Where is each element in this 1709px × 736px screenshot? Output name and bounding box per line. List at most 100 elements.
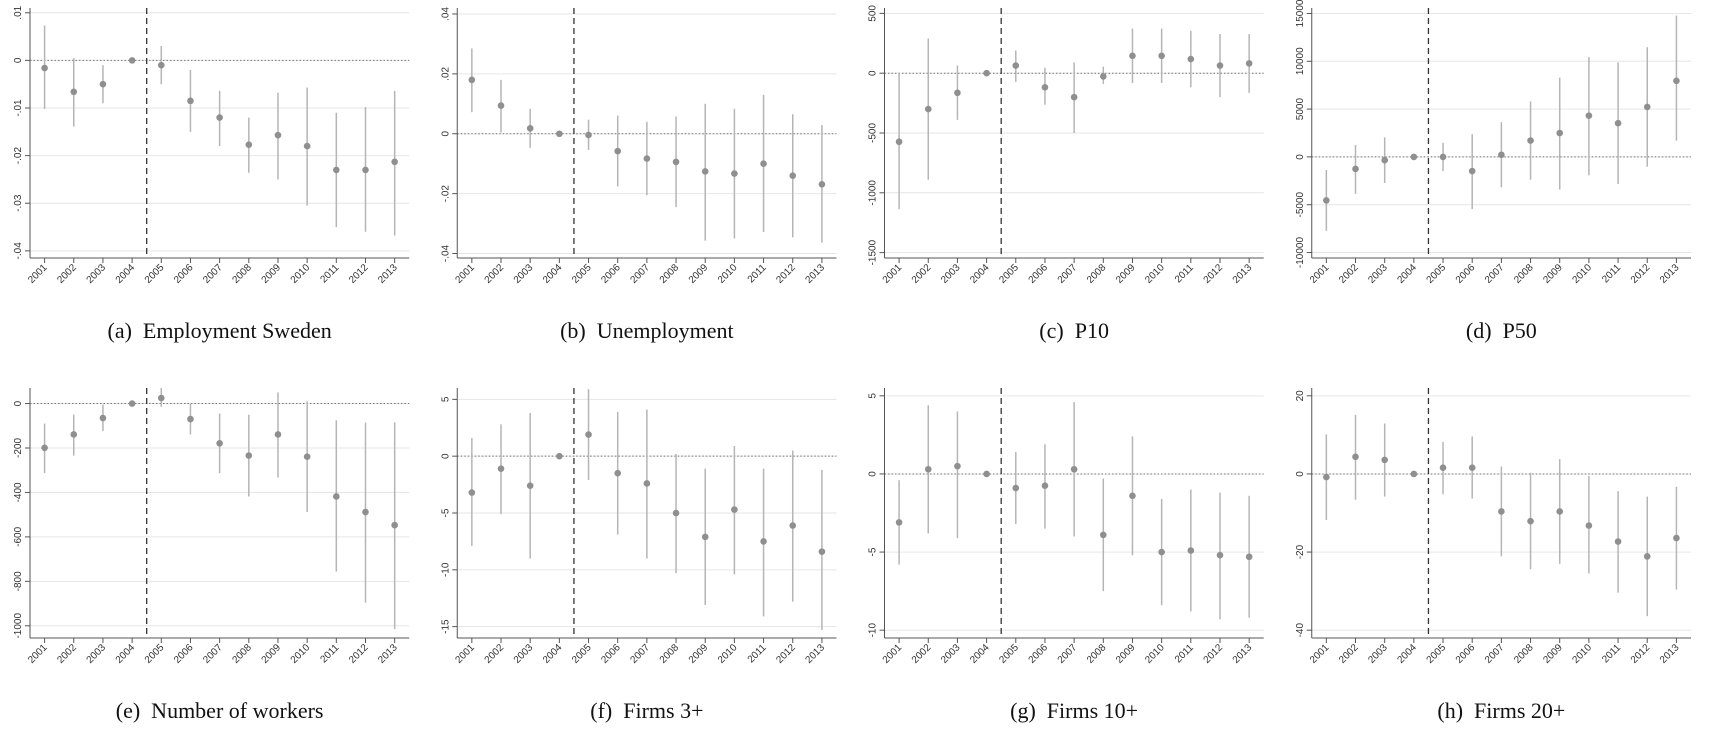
x-tick-label: 2012 — [347, 262, 371, 286]
x-tick-label: 2004 — [968, 642, 992, 666]
point — [99, 80, 107, 88]
y-tick-label: -.04 — [440, 244, 451, 262]
x-tick-label: 2007 — [1056, 262, 1080, 286]
x-tick-label: 2011 — [1173, 642, 1196, 665]
x-tick-label: 2013 — [1231, 642, 1255, 666]
point — [983, 69, 990, 77]
x-tick-label: 2012 — [1629, 642, 1653, 666]
point — [526, 125, 534, 132]
x-tick-label: 2002 — [483, 642, 507, 666]
point — [1352, 165, 1359, 173]
x-tick-label: 2013 — [376, 262, 400, 286]
point — [1585, 112, 1593, 119]
x-tick-label: 2010 — [289, 642, 313, 666]
y-tick-label: -40 — [1295, 623, 1306, 638]
y-tick-label: 5 — [868, 393, 879, 399]
point — [468, 76, 476, 84]
x-tick-label: 2006 — [1454, 262, 1478, 286]
point — [1216, 551, 1224, 559]
point — [1070, 93, 1078, 101]
point — [924, 105, 932, 113]
point — [1643, 553, 1651, 560]
point — [99, 414, 107, 422]
point — [1352, 453, 1359, 461]
x-tick-label: 2003 — [1366, 642, 1390, 666]
point — [1468, 464, 1476, 471]
point — [1187, 547, 1195, 554]
point — [333, 493, 340, 500]
x-tick-label: 2007 — [201, 642, 225, 666]
x-tick-label: 2008 — [230, 262, 254, 286]
x-tick-label: 2004 — [968, 262, 992, 286]
x-tick-label: 2004 — [114, 642, 138, 666]
point — [274, 431, 282, 438]
x-tick-label: 2013 — [1658, 262, 1682, 286]
y-tick-label: -10 — [440, 562, 451, 577]
y-tick-label: 0 — [868, 70, 879, 76]
x-tick-label: 2011 — [1600, 642, 1623, 665]
x-tick-label: 2010 — [1143, 642, 1167, 666]
point — [760, 538, 767, 545]
point — [1498, 508, 1505, 515]
y-tick-label: -5000 — [1295, 192, 1306, 218]
y-tick-label: 20 — [1295, 390, 1306, 402]
y-tick-label: 10000 — [1295, 47, 1306, 75]
point — [1614, 119, 1622, 127]
point — [701, 168, 709, 175]
point — [672, 509, 680, 517]
point — [818, 548, 826, 555]
point — [614, 469, 622, 477]
x-tick-label: 2007 — [1483, 262, 1507, 286]
x-tick-label: 2002 — [910, 642, 934, 666]
x-tick-label: 2001 — [26, 262, 50, 286]
x-tick-label: 2012 — [1202, 642, 1226, 666]
point — [303, 142, 311, 150]
x-tick-label: 2006 — [599, 262, 623, 286]
point — [954, 89, 961, 97]
x-tick-label: 2003 — [512, 642, 536, 666]
point — [731, 170, 738, 177]
x-tick-label: 2003 — [85, 642, 109, 666]
point — [245, 141, 253, 148]
x-tick-label: 2011 — [746, 262, 769, 285]
point — [187, 97, 194, 105]
x-tick-label: 2010 — [716, 262, 740, 286]
y-tick-label: 0 — [440, 453, 451, 459]
point — [1012, 62, 1020, 69]
point — [70, 88, 78, 96]
y-tick-label: -.03 — [13, 194, 24, 212]
point — [585, 131, 592, 139]
point — [1410, 153, 1418, 161]
x-tick-label: 2004 — [1395, 642, 1419, 666]
y-tick-label: -1000 — [13, 613, 24, 639]
x-tick-label: 2010 — [1143, 262, 1167, 286]
y-tick-label: -5 — [440, 508, 451, 517]
x-tick-label: 2009 — [260, 642, 284, 666]
point — [1158, 52, 1165, 60]
point — [1556, 508, 1564, 515]
x-tick-label: 2013 — [1658, 642, 1682, 666]
point — [1129, 492, 1136, 500]
point — [157, 61, 165, 69]
point — [1041, 482, 1049, 489]
y-tick-label: -200 — [13, 438, 24, 458]
panel-caption: (h) Firms 20+ — [1437, 698, 1565, 723]
x-tick-label: 2013 — [1231, 262, 1255, 286]
x-tick-label: 2005 — [997, 262, 1021, 286]
point — [672, 158, 680, 166]
point — [701, 533, 709, 541]
x-tick-label: 2002 — [55, 262, 79, 286]
x-tick-label: 2001 — [881, 262, 905, 286]
point — [157, 394, 165, 402]
x-tick-label: 2010 — [1571, 642, 1595, 666]
point — [924, 465, 932, 473]
x-tick-label: 2009 — [1541, 262, 1565, 286]
x-tick-label: 2013 — [804, 262, 828, 286]
y-tick-label: -10 — [868, 623, 879, 638]
panel-caption: (a) Employment Sweden — [108, 318, 332, 343]
point — [333, 166, 340, 174]
y-tick-label: 500 — [868, 5, 879, 22]
